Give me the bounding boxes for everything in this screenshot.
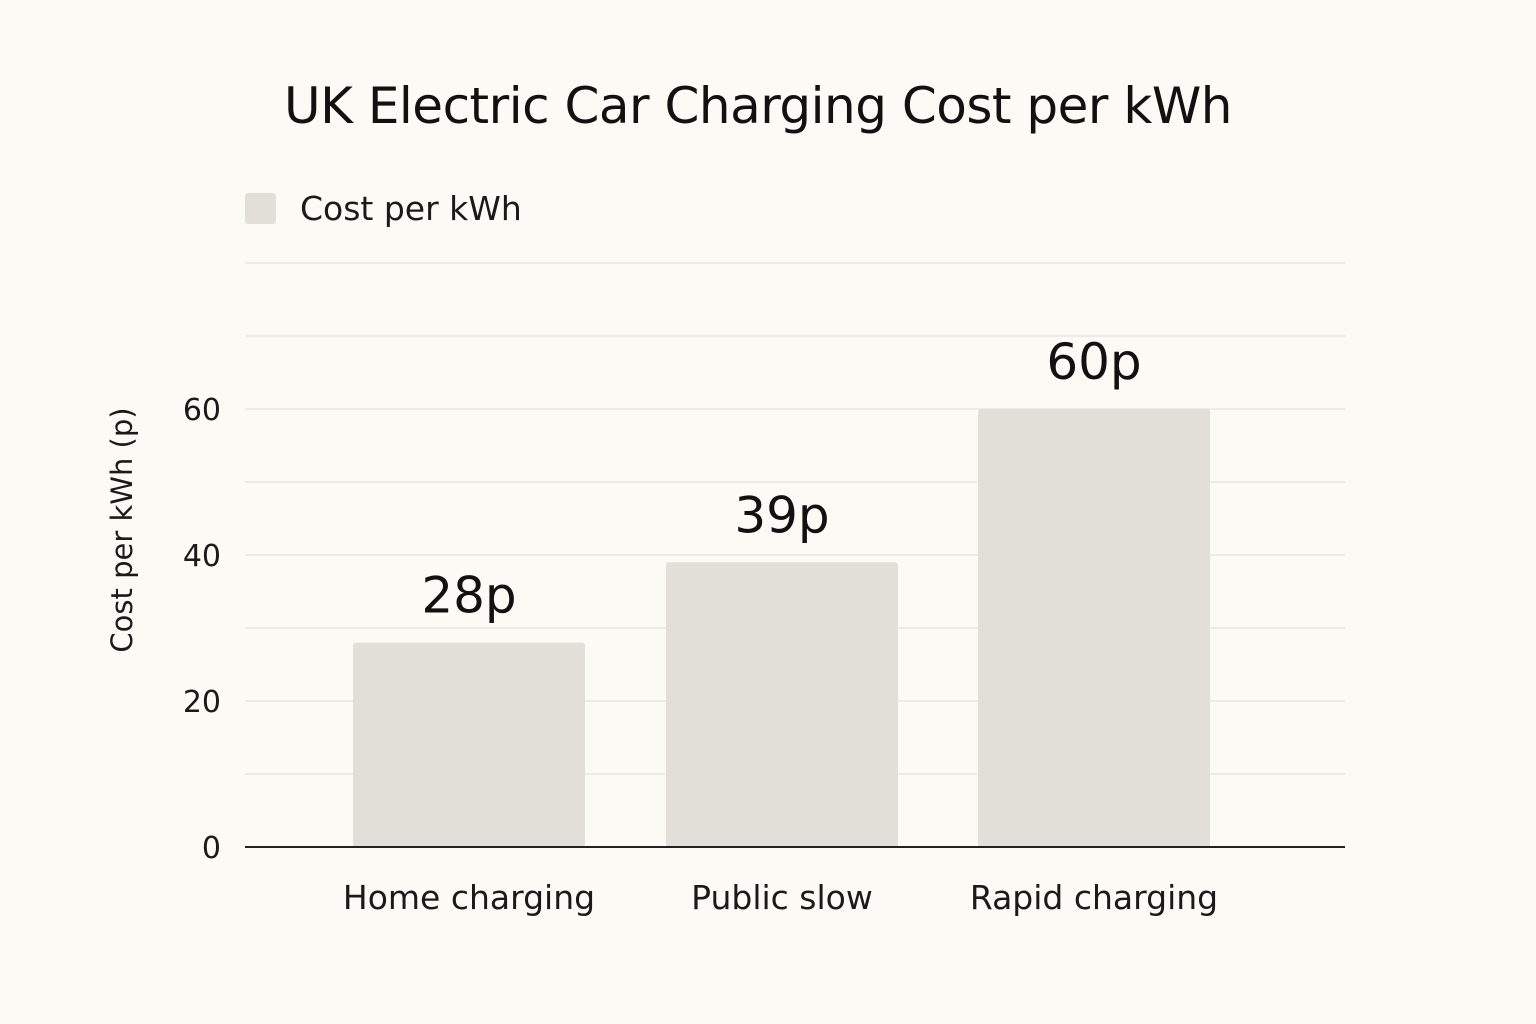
- y-tick-label: 40: [183, 539, 221, 574]
- y-tick-labels: 0 20 40 60: [183, 393, 221, 866]
- bar-value-label: 60p: [1046, 333, 1141, 391]
- legend-label: Cost per kWh: [300, 188, 522, 228]
- y-tick-label: 20: [183, 685, 221, 720]
- bar-value-labels: 28p 39p 60p: [421, 333, 1141, 625]
- bars: [353, 409, 1210, 847]
- y-tick-label: 0: [202, 831, 221, 866]
- bar-value-label: 39p: [734, 486, 829, 544]
- x-tick-label: Home charging: [343, 878, 595, 917]
- y-tick-label: 60: [183, 393, 221, 428]
- bar-value-label: 28p: [421, 567, 516, 625]
- chart-title: UK Electric Car Charging Cost per kWh: [284, 77, 1232, 135]
- legend: Cost per kWh: [245, 188, 522, 228]
- bar: [666, 562, 898, 847]
- x-tick-label: Rapid charging: [970, 878, 1218, 917]
- bar: [353, 642, 585, 847]
- bar: [978, 409, 1210, 847]
- x-tick-label: Public slow: [691, 878, 873, 917]
- x-tick-labels: Home charging Public slow Rapid charging: [343, 878, 1218, 917]
- legend-swatch: [245, 192, 276, 224]
